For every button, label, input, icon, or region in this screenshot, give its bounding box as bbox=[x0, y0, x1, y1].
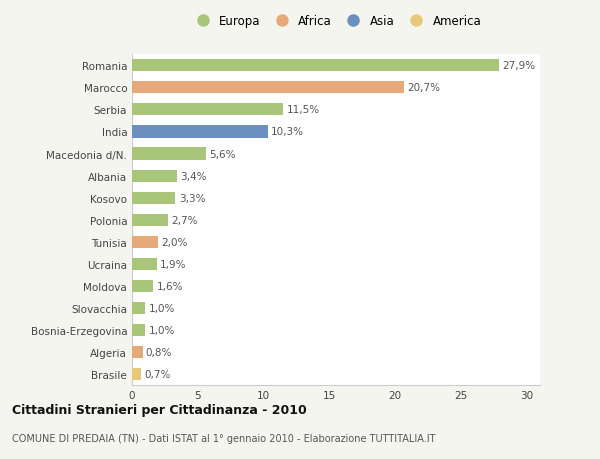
Text: 0,8%: 0,8% bbox=[146, 347, 172, 358]
Bar bbox=[132, 214, 167, 226]
Bar bbox=[132, 325, 145, 336]
Text: 0,7%: 0,7% bbox=[145, 369, 171, 380]
Text: 2,7%: 2,7% bbox=[171, 215, 197, 225]
Bar bbox=[132, 302, 145, 314]
Text: 3,3%: 3,3% bbox=[179, 193, 205, 203]
Text: 27,9%: 27,9% bbox=[502, 61, 536, 71]
Text: 1,0%: 1,0% bbox=[148, 303, 175, 313]
Bar bbox=[132, 236, 158, 248]
Text: 11,5%: 11,5% bbox=[287, 105, 320, 115]
Text: 3,4%: 3,4% bbox=[180, 171, 206, 181]
Bar bbox=[132, 82, 404, 94]
Text: 2,0%: 2,0% bbox=[161, 237, 188, 247]
Text: 10,3%: 10,3% bbox=[271, 127, 304, 137]
Text: 20,7%: 20,7% bbox=[408, 83, 441, 93]
Text: 1,0%: 1,0% bbox=[148, 325, 175, 336]
Bar bbox=[132, 104, 283, 116]
Text: 1,9%: 1,9% bbox=[160, 259, 187, 269]
Text: Cittadini Stranieri per Cittadinanza - 2010: Cittadini Stranieri per Cittadinanza - 2… bbox=[12, 403, 307, 416]
Bar bbox=[132, 148, 206, 160]
Bar bbox=[132, 126, 268, 138]
Bar bbox=[132, 258, 157, 270]
Bar bbox=[132, 347, 143, 358]
Text: COMUNE DI PREDAIA (TN) - Dati ISTAT al 1° gennaio 2010 - Elaborazione TUTTITALIA: COMUNE DI PREDAIA (TN) - Dati ISTAT al 1… bbox=[12, 433, 436, 442]
Bar bbox=[132, 170, 177, 182]
Bar bbox=[132, 369, 141, 381]
Bar bbox=[132, 192, 175, 204]
Text: 1,6%: 1,6% bbox=[157, 281, 183, 291]
Bar bbox=[132, 280, 153, 292]
Legend: Europa, Africa, Asia, America: Europa, Africa, Asia, America bbox=[191, 15, 481, 28]
Bar bbox=[132, 60, 499, 72]
Text: 5,6%: 5,6% bbox=[209, 149, 235, 159]
